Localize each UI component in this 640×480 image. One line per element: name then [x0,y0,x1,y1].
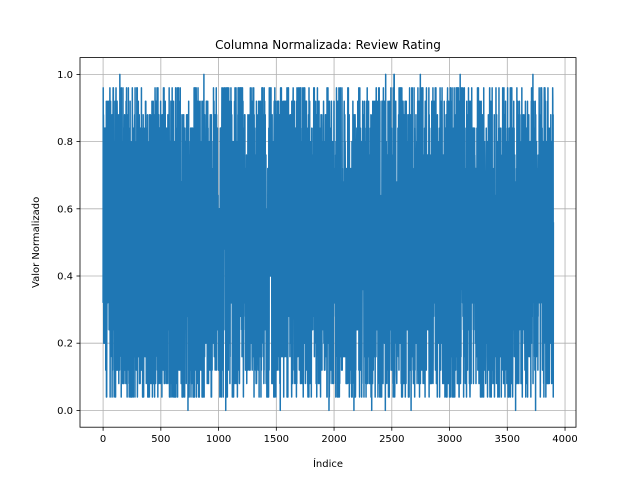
data-series [102,73,555,412]
x-axis-label: Índice [313,457,343,470]
x-tick-label: 0 [100,434,106,445]
x-tick-label: 4000 [552,434,577,445]
y-axis-ticks: 0.0 0.2 0.4 0.6 0.8 1.0 [57,70,80,417]
series-line [102,73,555,412]
y-axis-label: Valor Normalizado [31,197,42,288]
y-tick-label: 0.6 [57,204,73,215]
x-tick-label: 2000 [321,434,346,445]
x-axis-ticks: 0 500 1000 1500 2000 2500 3000 3500 4000 [100,427,578,445]
x-tick-label: 500 [151,434,170,445]
y-tick-label: 0.8 [57,137,73,148]
x-tick-label: 2500 [379,434,404,445]
y-tick-label: 1.0 [57,70,73,81]
plot-frame [79,57,577,428]
y-tick-label: 0.0 [57,406,73,417]
x-tick-label: 3000 [437,434,462,445]
x-tick-label: 1500 [264,434,289,445]
chart-title: Columna Normalizada: Review Rating [215,38,441,52]
y-tick-label: 0.2 [57,339,73,350]
x-tick-label: 3500 [495,434,520,445]
y-tick-label: 0.4 [57,272,73,283]
x-tick-label: 1000 [206,434,231,445]
